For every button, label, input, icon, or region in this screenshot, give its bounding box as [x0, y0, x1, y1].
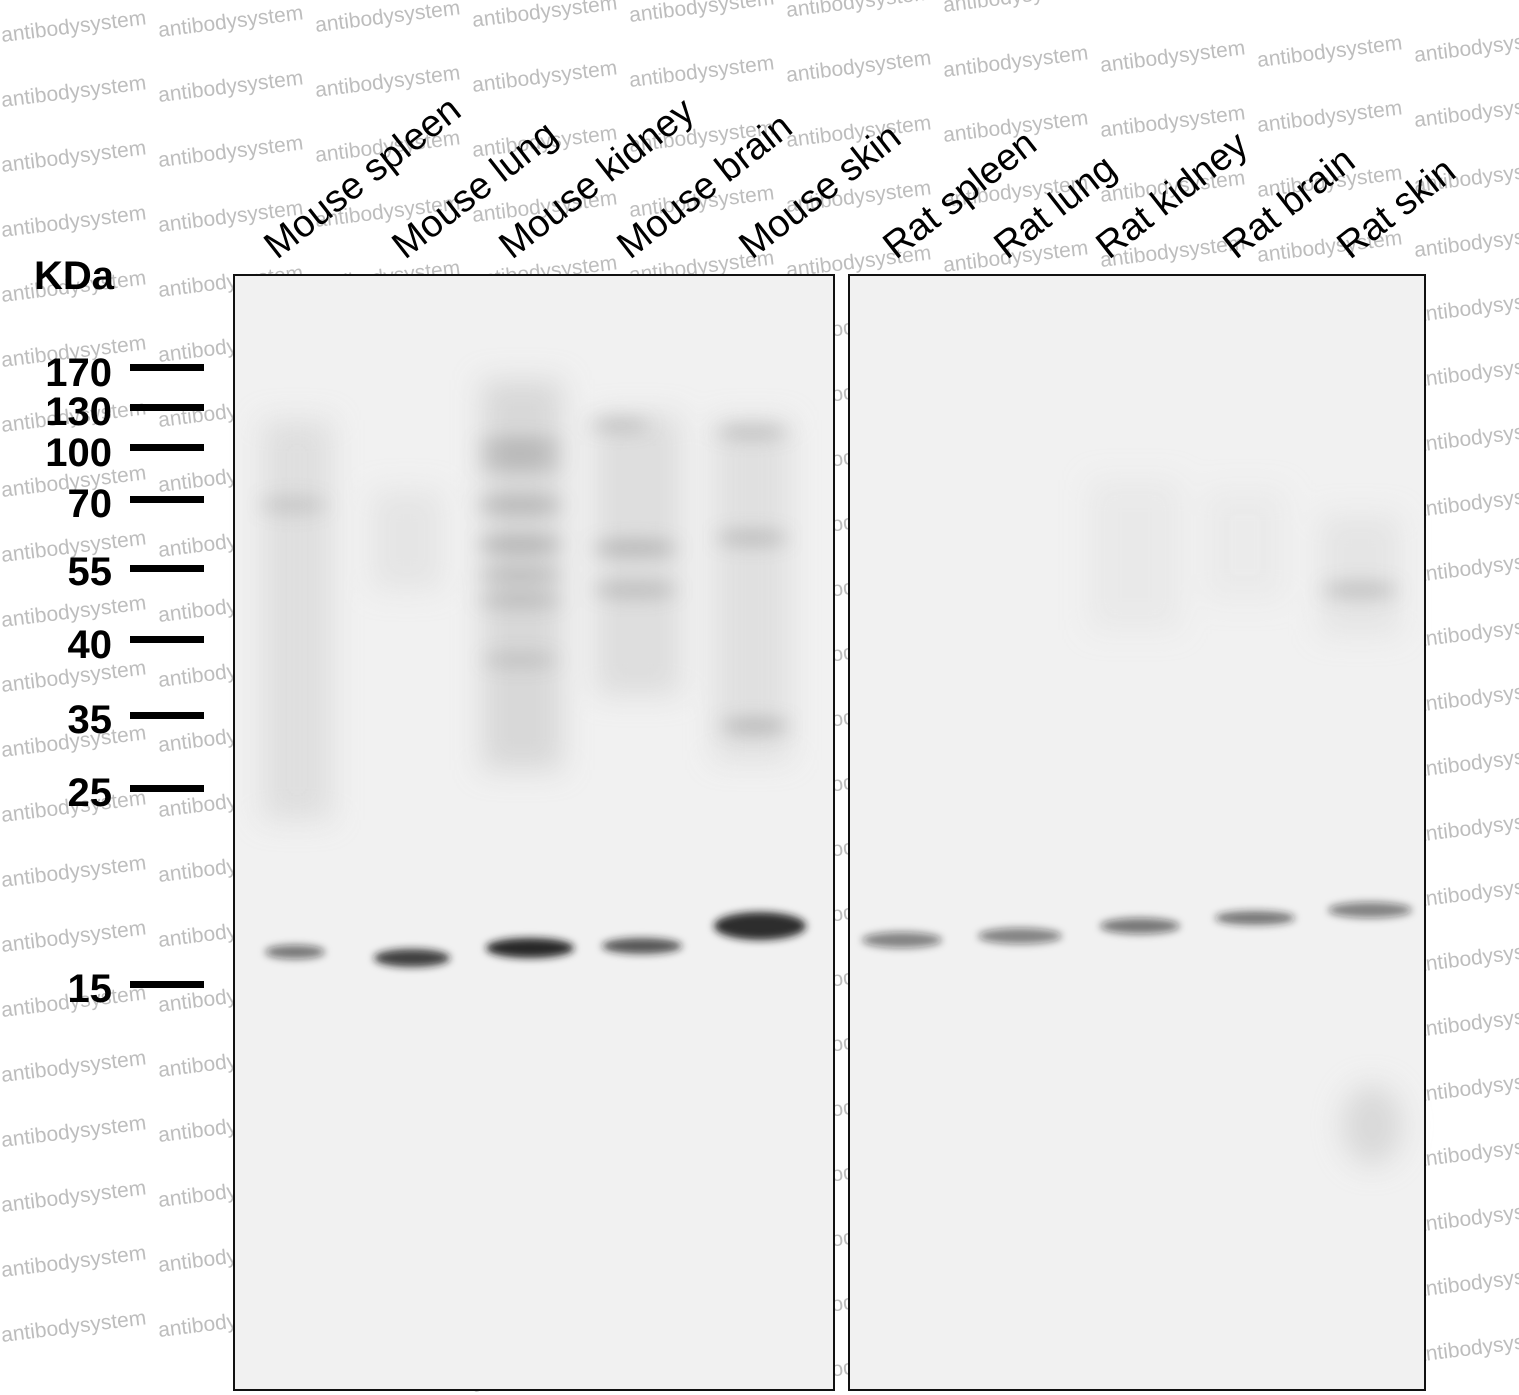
- watermark-text: antibodysystem: [1099, 166, 1247, 207]
- watermark-text: antibodysystem: [0, 786, 147, 827]
- watermark-text: antibodysystem: [0, 1306, 147, 1347]
- watermark-text: antibodysystem: [628, 51, 776, 92]
- watermark-text: antibodysystem: [628, 0, 776, 27]
- watermark-text: antibodysystem: [1413, 546, 1519, 587]
- watermark-text: antibodysystem: [785, 111, 933, 152]
- watermark-text: antibodysystem: [628, 116, 776, 157]
- watermark-text: antibodysystem: [1413, 416, 1519, 457]
- watermark-text: antibodysystem: [1413, 1001, 1519, 1042]
- watermark-text: antibodysystem: [1413, 806, 1519, 847]
- watermark-text: antibodysystem: [1413, 1066, 1519, 1107]
- watermark-text: antibodysystem: [0, 591, 147, 632]
- watermark-text: antibodysystem: [0, 71, 147, 112]
- watermark-text: antibodysystem: [0, 6, 147, 47]
- watermark-text: antibodysystem: [1413, 1326, 1519, 1367]
- watermark-text: antibodysystem: [1413, 351, 1519, 392]
- watermark-text: antibodysystem: [471, 121, 619, 162]
- watermark-text: antibodysystem: [1413, 91, 1519, 132]
- watermark-text: antibodysystem: [942, 171, 1090, 212]
- watermark-text: antibodysystem: [0, 266, 147, 307]
- watermark-text: antibodysystem: [0, 331, 147, 372]
- watermark-text: antibodysystem: [314, 61, 462, 102]
- watermark-text: antibodysystem: [0, 916, 147, 957]
- watermark-text: antibodysystem: [1413, 1261, 1519, 1302]
- watermark-text: antibodysystem: [1413, 481, 1519, 522]
- watermark-text: antibodysystem: [628, 181, 776, 222]
- watermark-text: antibodysystem: [1413, 611, 1519, 652]
- watermark-text: antibodysystem: [0, 396, 147, 437]
- watermark-text: antibodysystem: [0, 1046, 147, 1087]
- watermark-text: antibodysystem: [1099, 101, 1247, 142]
- watermark-text: antibodysystem: [1413, 936, 1519, 977]
- watermark-text: antibodysystem: [942, 106, 1090, 147]
- watermark-text: antibodysystem: [0, 981, 147, 1022]
- watermark-text: antibodysystem: [0, 526, 147, 567]
- watermark-text: antibodysystem: [942, 236, 1090, 277]
- watermark-text: antibodysystem: [0, 1176, 147, 1217]
- watermark-text: antibodysystem: [0, 656, 147, 697]
- watermark-text: antibodysystem: [471, 186, 619, 227]
- blot-panel-rat: [848, 274, 1426, 1391]
- watermark-text: antibodysystem: [0, 721, 147, 762]
- watermark-text: antibodysystem: [157, 66, 305, 107]
- watermark-text: antibodysystem: [0, 1111, 147, 1152]
- watermark-text: antibodysystem: [1413, 221, 1519, 262]
- watermark-text: antibodysystem: [314, 191, 462, 232]
- watermark-text: antibodysystem: [157, 1, 305, 42]
- watermark-text: antibodysystem: [0, 1241, 147, 1282]
- watermark-text: antibodysystem: [1413, 1196, 1519, 1237]
- watermark-text: antibodysystem: [785, 176, 933, 217]
- watermark-text: antibodysystem: [157, 131, 305, 172]
- watermark-text: antibodysystem: [1413, 871, 1519, 912]
- watermark-text: antibodysystem: [0, 136, 147, 177]
- watermark-text: antibodysystem: [942, 41, 1090, 82]
- watermark-text: antibodysystem: [314, 0, 462, 37]
- watermark-text: antibodysystem: [942, 0, 1090, 17]
- watermark-text: antibodysystem: [1413, 676, 1519, 717]
- watermark-text: antibodysystem: [1256, 226, 1404, 267]
- watermark-text: antibodysystem: [1099, 231, 1247, 272]
- watermark-text: antibodysystem: [1256, 161, 1404, 202]
- watermark-text: antibodysystem: [157, 196, 305, 237]
- watermark-text: antibodysystem: [0, 851, 147, 892]
- watermark-text: antibodysystem: [471, 56, 619, 97]
- watermark-text: antibodysystem: [0, 461, 147, 502]
- watermark-text: antibodysystem: [1413, 1131, 1519, 1172]
- watermark-text: antibodysystem: [1099, 36, 1247, 77]
- watermark-text: antibodysystem: [1256, 31, 1404, 72]
- watermark-text: antibodysystem: [1413, 26, 1519, 67]
- watermark-text: antibodysystem: [471, 0, 619, 32]
- watermark-text: antibodysystem: [785, 46, 933, 87]
- watermark-text: antibodysystem: [1413, 286, 1519, 327]
- watermark-text: antibodysystem: [1256, 96, 1404, 137]
- watermark-text: antibodysystem: [0, 201, 147, 242]
- watermark-text: antibodysystem: [314, 126, 462, 167]
- blot-panel-mouse: [233, 274, 835, 1391]
- watermark-text: antibodysystem: [785, 0, 933, 22]
- watermark-text: antibodysystem: [1413, 156, 1519, 197]
- watermark-text: antibodysystem: [1413, 741, 1519, 782]
